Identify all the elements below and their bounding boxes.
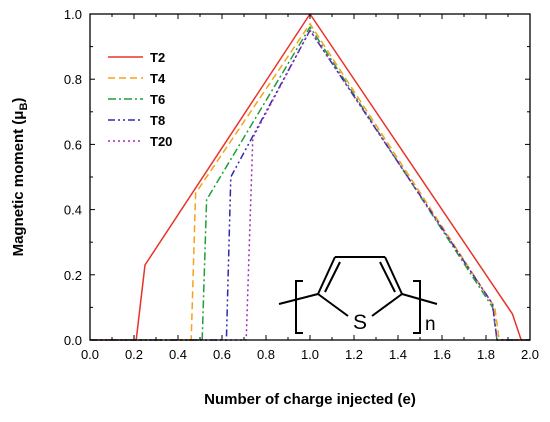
legend-label-t4: T4 xyxy=(150,71,166,86)
legend-label-t2: T2 xyxy=(150,50,165,65)
y-tick-labels: 0.0 0.2 0.4 0.6 0.8 1.0 xyxy=(64,7,82,348)
legend-label-t20: T20 xyxy=(150,134,172,149)
bracket-left xyxy=(295,280,303,334)
x-axis-label: Number of charge injected (e) xyxy=(204,391,416,408)
polythiophene-structure xyxy=(278,256,438,334)
ticks-layer xyxy=(89,13,531,341)
ring-bond-c4-c5 xyxy=(384,256,403,295)
x-tick-label: 0.6 xyxy=(213,347,231,362)
y-tick-label: 0.2 xyxy=(64,268,82,283)
y-tick-label: 0.8 xyxy=(64,72,82,87)
x-tick-labels: 0.0 0.2 0.4 0.6 0.8 1.0 1.2 1.4 1.6 1.8 2.0 xyxy=(81,347,539,362)
ring-bond-s-c5 xyxy=(371,293,403,317)
y-tick-label: 1.0 xyxy=(64,7,82,22)
x-tick-label: 2.0 xyxy=(521,347,539,362)
y-axis-label-subscript: B xyxy=(18,103,30,111)
y-tick-label: 0.4 xyxy=(64,203,82,218)
x-tick-label: 1.8 xyxy=(477,347,495,362)
x-tick-label: 0.8 xyxy=(257,347,275,362)
y-tick-label: 0.0 xyxy=(64,333,82,348)
x-tick-label: 1.0 xyxy=(301,347,319,362)
x-tick-label: 1.2 xyxy=(345,347,363,362)
x-tick-label: 1.4 xyxy=(389,347,407,362)
sulfur-atom-label: S xyxy=(353,311,367,334)
legend: T2 T4 T6 T8 T20 xyxy=(108,50,172,149)
ring-double-bond-c4-c5 xyxy=(379,261,396,293)
x-tick-label: 1.6 xyxy=(433,347,451,362)
chain-bond-left xyxy=(278,293,319,305)
ring-bond-c2-c3 xyxy=(317,256,336,295)
x-tick-label: 0.4 xyxy=(169,347,187,362)
legend-label-t8: T8 xyxy=(150,113,165,128)
legend-label-t6: T6 xyxy=(150,92,165,107)
y-axis-label: Magnetic moment (μB) xyxy=(10,98,30,257)
x-tick-label: 0.2 xyxy=(125,347,143,362)
ring-bond-c2-s xyxy=(317,293,349,317)
y-tick-label: 0.6 xyxy=(64,137,82,152)
x-tick-label: 0.0 xyxy=(81,347,99,362)
repeat-unit-subscript: n xyxy=(425,314,436,335)
y-axis-label-close: ) xyxy=(10,98,27,103)
y-axis-label-main: Magnetic moment (μ xyxy=(10,111,27,257)
ring-double-bond-c2-c3 xyxy=(324,261,341,293)
bracket-right xyxy=(413,280,421,334)
